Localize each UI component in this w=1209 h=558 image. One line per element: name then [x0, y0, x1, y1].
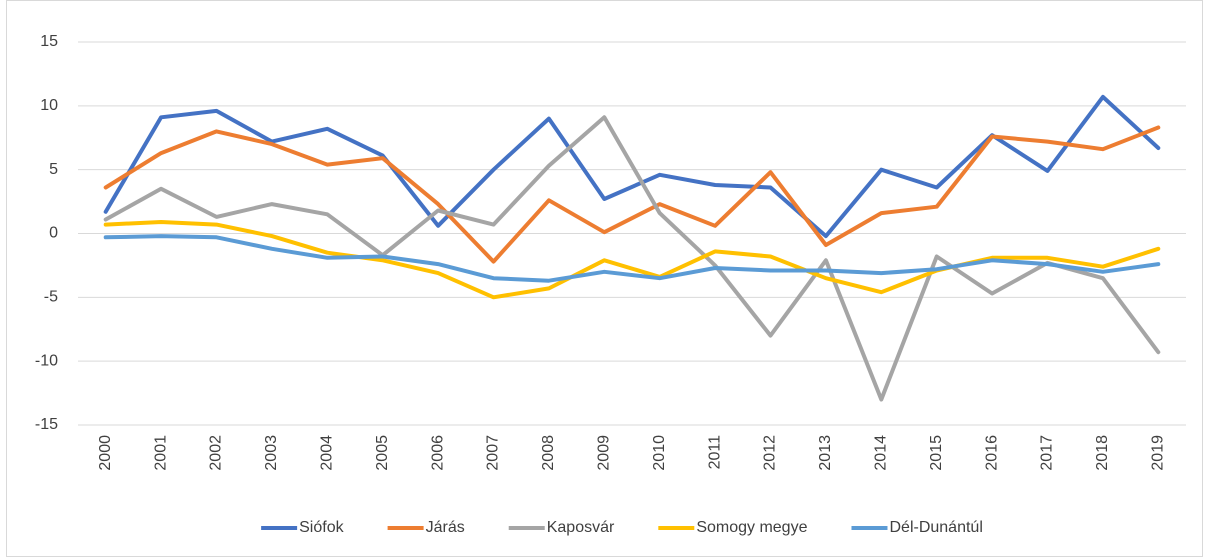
x-tick-label: 2002	[208, 435, 225, 471]
x-tick-label: 2004	[319, 435, 336, 471]
y-tick-label: -10	[35, 352, 58, 369]
legend-label: Járás	[426, 519, 465, 536]
x-tick-label: 2003	[263, 435, 280, 471]
legend: Siófok Járás Kaposvár Somogy megye Dél-Dunán…	[261, 519, 983, 536]
series-line	[103, 115, 1161, 402]
x-tick-label: 2011	[706, 435, 723, 470]
legend-label: Dél-Dunántúl	[889, 519, 982, 536]
x-tick-label: 2019	[1150, 435, 1167, 471]
x-tick-label: 2018	[1094, 435, 1111, 471]
x-tick-label: 2016	[983, 435, 1000, 471]
legend-label: Kaposvár	[547, 519, 615, 536]
x-tick-label: 2009	[596, 435, 613, 471]
series-line	[103, 94, 1161, 239]
y-tick-label: -5	[44, 289, 58, 306]
x-tick-label: 2017	[1039, 435, 1056, 471]
x-tick-label: 2007	[485, 435, 502, 471]
x-tick-label: 2012	[762, 435, 779, 471]
x-tick-label: 2006	[429, 435, 446, 471]
y-tick-label: 0	[49, 225, 58, 242]
x-tick-label: 2015	[928, 435, 945, 471]
x-tick-label: 2010	[651, 435, 668, 471]
x-tick-label: 2005	[374, 435, 391, 471]
x-tick-label: 2014	[873, 435, 890, 471]
x-tick-label: 2000	[97, 435, 114, 471]
y-tick-label: -15	[35, 416, 58, 433]
y-tick-label: 10	[40, 97, 58, 114]
series-line	[103, 125, 1161, 264]
chart-border	[6, 0, 1203, 557]
legend-label: Siófok	[299, 519, 344, 536]
y-tick-label: 5	[49, 161, 58, 178]
legend-label: Somogy megye	[696, 519, 807, 536]
x-tick-label: 2013	[817, 435, 834, 471]
x-tick-label: 2008	[540, 435, 557, 471]
y-tick-label: 15	[40, 33, 58, 50]
x-tick-label: 2001	[152, 435, 169, 471]
series-line	[103, 234, 1161, 283]
